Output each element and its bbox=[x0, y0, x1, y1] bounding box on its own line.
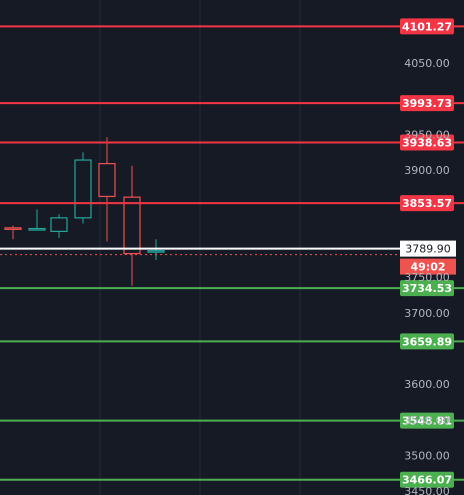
price-tick-label: 3750.00 bbox=[404, 271, 450, 284]
price-tick-label: 3450.00 bbox=[404, 485, 450, 495]
resistance-level-badge bbox=[400, 18, 454, 35]
current-price-label: 3789.90 bbox=[405, 243, 451, 256]
resistance-level-badge bbox=[400, 134, 454, 151]
chart-grid bbox=[99, 0, 301, 495]
candle-body bbox=[74, 159, 92, 219]
current-price-badge bbox=[400, 240, 456, 257]
price-tick-label: 3550.00 bbox=[404, 414, 450, 427]
candle-body bbox=[123, 196, 141, 255]
candle-body bbox=[4, 227, 22, 230]
price-axis[interactable]: 4050.00 3950.00 3900.00 3750.00 3700.00 3600.… bbox=[404, 57, 450, 495]
price-levels: 4101.27 3993.73 3938.63 3853.57 3734.53 3659.… bbox=[0, 18, 464, 488]
candle-body bbox=[50, 217, 68, 233]
resistance-level-price-label: 3938.63 bbox=[402, 136, 452, 149]
price-tick-label: 3600.00 bbox=[404, 378, 450, 391]
support-level-price-label: 3734.53 bbox=[402, 282, 452, 295]
support-level-badge bbox=[400, 333, 454, 350]
resistance-level-price-label: 4101.27 bbox=[402, 20, 452, 33]
resistance-level-badge bbox=[400, 95, 454, 112]
bar-countdown-label: 49:02 bbox=[410, 261, 445, 274]
price-tick-label: 4050.00 bbox=[404, 57, 450, 70]
resistance-level-price-label: 3993.73 bbox=[402, 97, 452, 110]
countdown-badge bbox=[400, 258, 456, 275]
support-level-badge bbox=[400, 280, 454, 297]
candlestick-series bbox=[4, 137, 165, 286]
price-tick-label: 3900.00 bbox=[404, 164, 450, 177]
support-level-price-label: 3659.89 bbox=[402, 335, 452, 348]
support-level-price-label: 3466.07 bbox=[402, 474, 452, 487]
resistance-level-price-label: 3853.57 bbox=[402, 197, 452, 210]
support-level-price-label: 3548.81 bbox=[402, 415, 452, 428]
candle-body bbox=[147, 250, 165, 253]
candle-body bbox=[98, 163, 116, 198]
price-tick-label: 3500.00 bbox=[404, 449, 450, 462]
candle-body bbox=[28, 227, 46, 231]
price-tick-label: 3950.00 bbox=[404, 128, 450, 141]
support-level-badge bbox=[400, 471, 454, 488]
resistance-level-badge bbox=[400, 195, 454, 212]
price-tick-label: 3700.00 bbox=[404, 307, 450, 320]
support-level-badge bbox=[400, 412, 454, 429]
